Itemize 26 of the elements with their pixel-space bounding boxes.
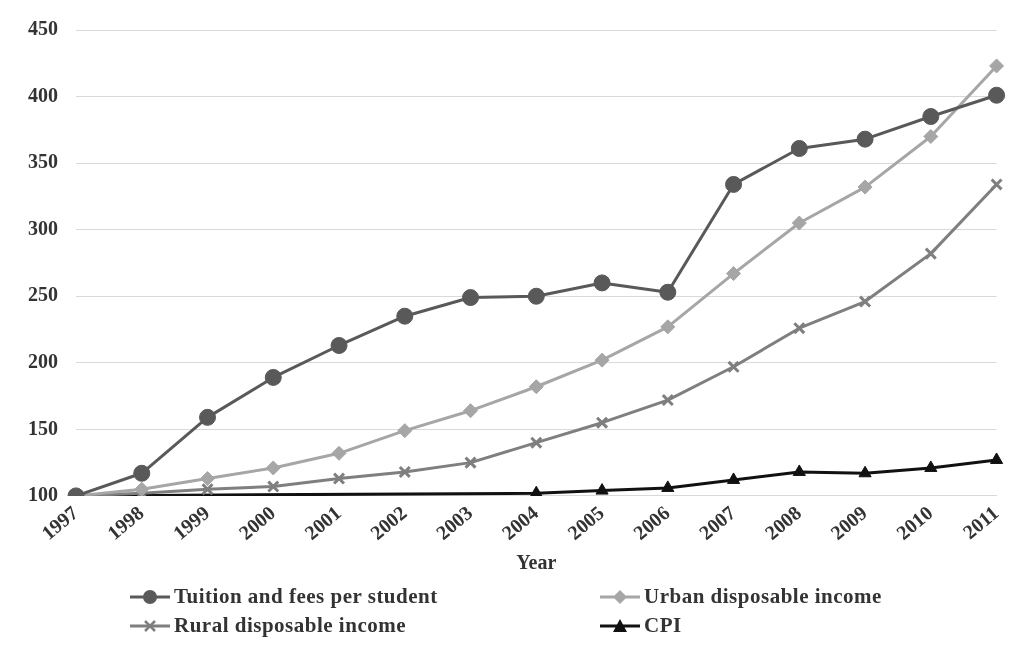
y-tick-label: 100 <box>28 483 58 506</box>
x-tick-label: 2004 <box>497 501 543 544</box>
y-tick-label: 400 <box>28 83 58 106</box>
x-tick-label: 2009 <box>826 501 871 544</box>
x-tick-label: 2001 <box>300 501 345 544</box>
y-tick-label: 150 <box>28 416 58 439</box>
y-tick-label: 350 <box>28 150 58 173</box>
x-tick-label: 2010 <box>891 501 937 544</box>
y-tick-label: 300 <box>28 216 58 239</box>
x-tick-label: 1998 <box>102 501 148 544</box>
x-tick-label: 2005 <box>563 501 608 544</box>
x-tick-label: 2011 <box>958 501 1003 544</box>
x-tick-label: 2000 <box>234 501 280 544</box>
y-tick-label: 250 <box>28 283 58 306</box>
x-axis-title: Year <box>516 551 557 574</box>
x-tick-label: 2002 <box>365 501 411 544</box>
y-tick-label: 200 <box>28 349 58 372</box>
x-tick-label: 2008 <box>760 501 806 544</box>
x-tick-label: 2006 <box>628 501 674 544</box>
legend-label: CPI <box>644 613 682 638</box>
legend-label: Tuition and fees per student <box>174 584 438 609</box>
legend-label: Rural disposable income <box>174 613 407 638</box>
x-tick-label: 2003 <box>431 501 477 544</box>
x-tick-label: 1999 <box>168 501 214 544</box>
legend-label: Urban disposable income <box>644 584 882 609</box>
y-tick-label: 450 <box>28 17 58 40</box>
